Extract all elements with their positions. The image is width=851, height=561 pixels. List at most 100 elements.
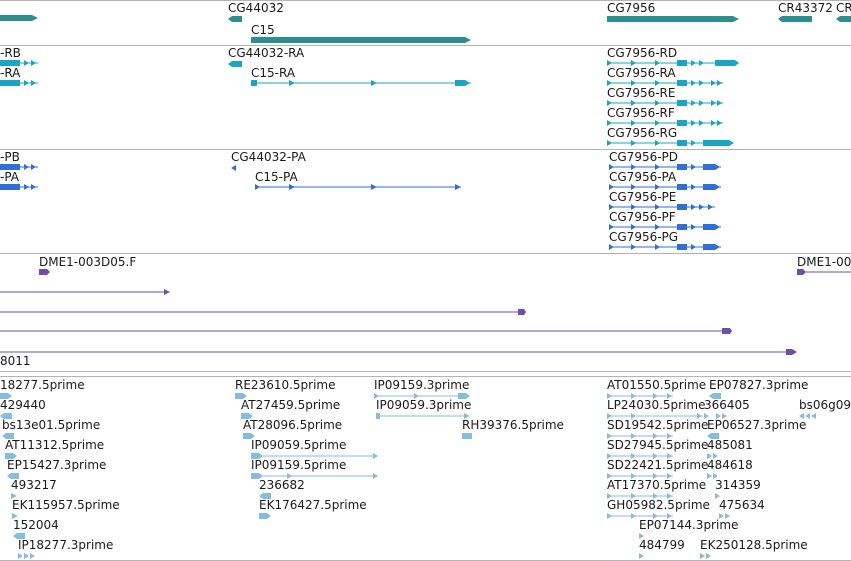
est-glyph[interactable]: [18, 552, 38, 560]
gene-label-cr43372[interactable]: CR43372: [778, 1, 833, 15]
est-glyph[interactable]: [259, 492, 273, 500]
est-glyph[interactable]: [462, 432, 476, 440]
est-glyph[interactable]: [607, 512, 677, 520]
est-label[interactable]: 475634: [719, 498, 765, 512]
est-label[interactable]: SD19542.5prime: [607, 418, 709, 432]
est-label[interactable]: IP09059.3prime: [376, 398, 472, 412]
est-glyph[interactable]: [235, 392, 249, 400]
est-label[interactable]: 484618: [707, 458, 753, 472]
protein-label-cg7956-pg[interactable]: CG7956-PG: [609, 230, 679, 244]
est-glyph[interactable]: [707, 432, 721, 440]
protein-feature-cg7956-pf[interactable]: [609, 223, 724, 231]
gene-feature-cr43372[interactable]: [778, 15, 812, 23]
est-label[interactable]: SD22421.5prime: [607, 458, 709, 472]
clone-label-dme1-00[interactable]: DME1-00: [797, 255, 851, 269]
protein-feature-cg7956-pg[interactable]: [609, 243, 724, 251]
est-label[interactable]: bs06g09: [799, 398, 851, 412]
est-label[interactable]: EP15427.3prime: [7, 458, 107, 472]
est-glyph[interactable]: [709, 392, 723, 400]
est-glyph[interactable]: [719, 512, 739, 520]
gene-feature-cr[interactable]: [836, 15, 851, 23]
clone-feature-dme1-00[interactable]: [797, 268, 851, 276]
est-label[interactable]: AT17370.5prime: [607, 478, 707, 492]
est-label[interactable]: 484799: [639, 538, 685, 552]
transcript-label-cg44032-ra[interactable]: CG44032-RA: [228, 46, 305, 60]
transcript-feature-cg7956-ra[interactable]: [607, 79, 727, 87]
transcript-label-cg7956-rg[interactable]: CG7956-RG: [607, 126, 678, 140]
gene-feature-cg44032[interactable]: [228, 15, 242, 23]
transcript-feature-cg44032-ra[interactable]: [228, 60, 242, 68]
est-glyph[interactable]: [243, 432, 257, 440]
est-label[interactable]: 314359: [715, 478, 761, 492]
protein-label-cg7956-pd[interactable]: CG7956-PD: [609, 150, 679, 164]
est-glyph[interactable]: [251, 452, 381, 460]
est-glyph[interactable]: [704, 412, 730, 420]
gene-label-c15[interactable]: C15: [251, 23, 275, 37]
transcript-feature-cg7956-re[interactable]: [607, 99, 727, 107]
clone-feature[interactable]: [0, 327, 734, 335]
est-label[interactable]: GH05982.5prime: [607, 498, 710, 512]
est-glyph[interactable]: [259, 512, 273, 520]
est-label[interactable]: EP06527.3prime: [707, 418, 807, 432]
est-glyph[interactable]: [639, 552, 653, 560]
est-label[interactable]: bs13e01.5prime: [2, 418, 101, 432]
clone-feature[interactable]: [0, 288, 172, 296]
est-label[interactable]: 152004: [13, 518, 59, 532]
est-label[interactable]: AT11312.5prime: [5, 438, 105, 452]
est-glyph[interactable]: [13, 532, 27, 540]
gene-label-cg7956[interactable]: CG7956: [607, 1, 656, 15]
est-glyph[interactable]: [376, 412, 472, 420]
est-glyph[interactable]: [707, 472, 727, 480]
protein-label-cg7956-pa[interactable]: CG7956-PA: [609, 170, 677, 184]
transcript-label-cg7956-rf[interactable]: CG7956-RF: [607, 106, 675, 120]
est-label[interactable]: IP18277.3prime: [18, 538, 114, 552]
est-glyph[interactable]: [799, 412, 819, 420]
protein-feature-cg7956-pe[interactable]: [609, 203, 719, 211]
protein-feature-cg44032-pa[interactable]: [231, 164, 237, 172]
est-label[interactable]: AT27459.5prime: [241, 398, 341, 412]
est-label[interactable]: SD27945.5prime: [607, 438, 709, 452]
est-label[interactable]: EK250128.5prime: [700, 538, 808, 552]
est-label[interactable]: EK176427.5prime: [259, 498, 367, 512]
est-label[interactable]: IP09059.5prime: [251, 438, 347, 452]
est-glyph[interactable]: [11, 492, 25, 500]
gene-label-cg44032[interactable]: CG44032: [228, 1, 284, 15]
transcript-label[interactable]: -RB: [0, 46, 21, 60]
est-label[interactable]: 493217: [11, 478, 57, 492]
est-label[interactable]: RE23610.5prime: [235, 378, 336, 392]
est-label[interactable]: AT01550.5prime: [607, 378, 707, 392]
est-glyph[interactable]: [7, 472, 21, 480]
transcript-label[interactable]: -RA: [0, 66, 21, 80]
est-label[interactable]: 366405: [704, 398, 750, 412]
est-glyph[interactable]: [2, 432, 16, 440]
transcript-label-cg7956-ra[interactable]: CG7956-RA: [607, 66, 676, 80]
transcript-label-cg7956-re[interactable]: CG7956-RE: [607, 86, 676, 100]
transcript-feature-cg7956-rd[interactable]: [607, 59, 741, 67]
est-glyph[interactable]: [12, 512, 26, 520]
est-glyph[interactable]: [707, 452, 727, 460]
est-label[interactable]: 429440: [0, 398, 46, 412]
est-label[interactable]: 18277.5prime: [0, 378, 85, 392]
clone-feature[interactable]: [0, 348, 800, 356]
est-label[interactable]: EP07144.3prime: [639, 518, 739, 532]
est-glyph[interactable]: [607, 392, 677, 400]
gene-feature-cg7956[interactable]: [607, 15, 739, 23]
transcript-label-c15-ra[interactable]: C15-RA: [251, 66, 296, 80]
clone-label[interactable]: 8011: [0, 354, 31, 368]
est-glyph[interactable]: [607, 432, 677, 440]
est-label[interactable]: IP09159.5prime: [251, 458, 347, 472]
protein-label-cg44032-pa[interactable]: CG44032-PA: [231, 150, 306, 164]
protein-feature[interactable]: [0, 163, 40, 171]
gene-label-cr[interactable]: CR: [836, 1, 851, 15]
protein-label[interactable]: -PA: [0, 170, 20, 184]
protein-feature-cg7956-pd[interactable]: [609, 163, 724, 171]
est-glyph[interactable]: [5, 452, 19, 460]
transcript-label-cg7956-rd[interactable]: CG7956-RD: [607, 46, 678, 60]
est-glyph[interactable]: [251, 472, 381, 480]
est-glyph[interactable]: [639, 532, 653, 540]
est-label[interactable]: EK115957.5prime: [12, 498, 120, 512]
est-label[interactable]: EP07827.3prime: [709, 378, 809, 392]
transcript-feature-cg7956-rf[interactable]: [607, 119, 727, 127]
est-label[interactable]: IP09159.3prime: [374, 378, 470, 392]
protein-label-cg7956-pf[interactable]: CG7956-PF: [609, 210, 676, 224]
